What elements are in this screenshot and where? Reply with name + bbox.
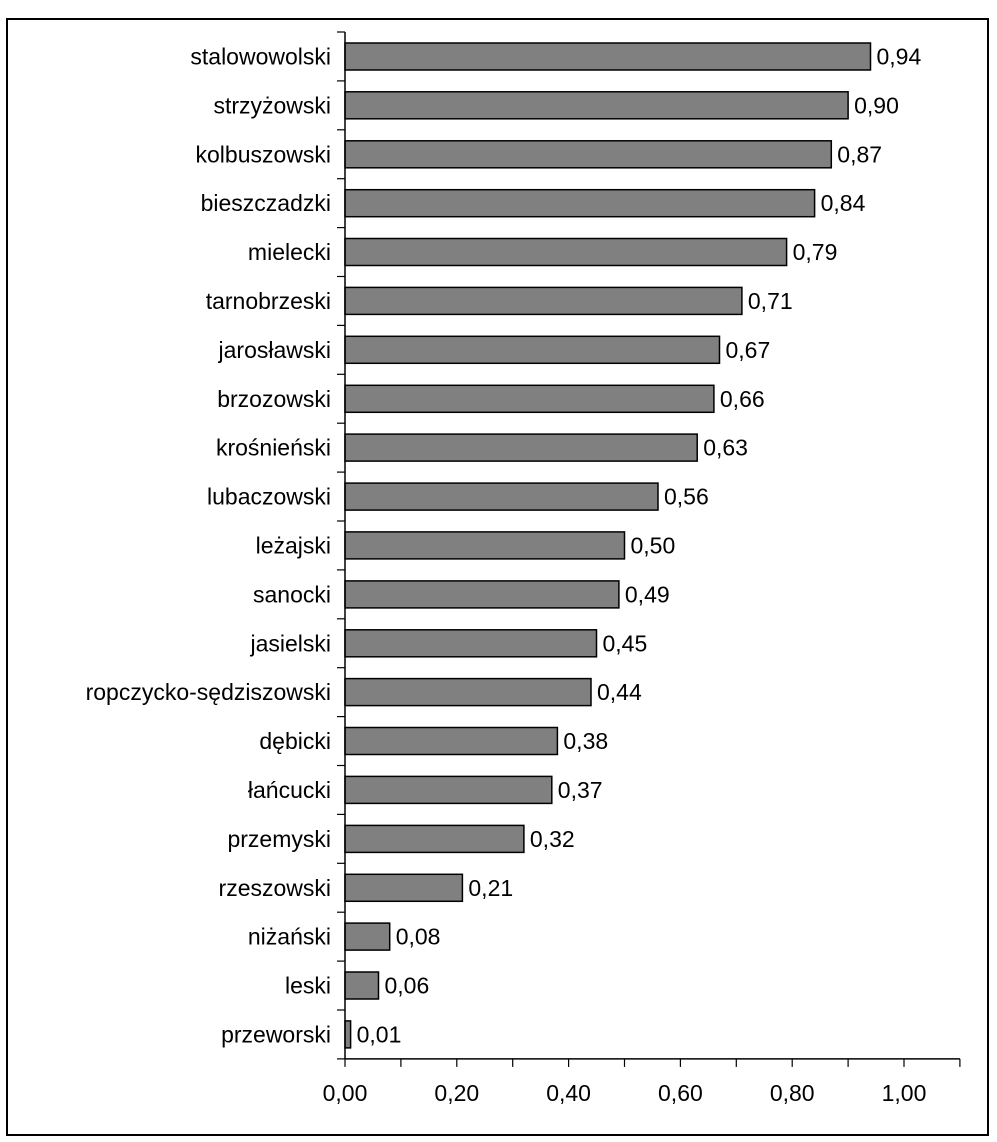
x-tick-label: 0,00	[323, 1080, 368, 1106]
x-tick-label: 0,40	[546, 1080, 591, 1106]
category-label: jasielski	[249, 630, 331, 656]
bar	[344, 335, 721, 365]
bar	[344, 824, 525, 854]
bar	[344, 482, 659, 511]
x-tick-label: 0,60	[658, 1080, 703, 1106]
category-label: lubaczowski	[207, 484, 331, 510]
value-label: 0,44	[597, 679, 642, 705]
bar	[344, 580, 620, 609]
value-label: 0,66	[720, 386, 765, 412]
value-label: 0,38	[563, 728, 608, 754]
value-label: 0,71	[748, 288, 793, 314]
bar	[344, 384, 715, 414]
category-label: sanocki	[253, 581, 331, 607]
category-label: leski	[285, 973, 331, 999]
bar	[344, 91, 849, 120]
category-label: strzyżowski	[213, 92, 331, 118]
bar	[344, 42, 872, 71]
x-tick-label: 0,20	[434, 1080, 479, 1106]
bar	[344, 971, 380, 1000]
value-label: 0,67	[726, 337, 771, 363]
category-label: kolbuszowski	[196, 141, 332, 167]
category-label: rzeszowski	[219, 875, 331, 901]
category-label: leżajski	[256, 532, 331, 558]
bar	[344, 531, 626, 560]
value-label: 0,49	[625, 581, 670, 607]
value-label: 0,37	[558, 777, 603, 803]
category-label: przeworski	[221, 1021, 331, 1047]
bar	[344, 677, 592, 707]
value-label: 0,50	[631, 532, 676, 558]
bar	[344, 286, 743, 316]
value-label: 0,84	[821, 190, 866, 216]
bar	[344, 237, 788, 267]
value-label: 0,63	[703, 435, 748, 461]
category-label: przemyski	[227, 826, 331, 852]
bars-group	[344, 42, 872, 1049]
value-label: 0,56	[664, 484, 709, 510]
labels-group: stalowowolski 0,94 strzyżowski 0,90 kolbuszo…	[86, 44, 927, 1106]
category-label: łańcucki	[248, 777, 331, 803]
value-label: 0,90	[854, 92, 899, 118]
value-label: 0,08	[396, 924, 441, 950]
bar	[344, 140, 833, 169]
value-label: 0,06	[385, 973, 430, 999]
category-label: niżański	[248, 924, 331, 950]
value-label: 0,94	[877, 44, 922, 70]
bar	[344, 1020, 352, 1049]
value-label: 0,79	[793, 239, 838, 265]
x-tick-label: 1,00	[882, 1080, 927, 1106]
category-label: tarnobrzeski	[206, 288, 331, 314]
category-label: krośnieński	[216, 435, 331, 461]
value-label: 0,01	[357, 1021, 402, 1047]
bar	[344, 629, 598, 658]
bar	[344, 922, 391, 951]
value-label: 0,32	[530, 826, 575, 852]
category-label: brzozowski	[217, 386, 331, 412]
bar	[344, 433, 698, 462]
category-label: ropczycko-sędziszowski	[86, 679, 331, 705]
value-label: 0,45	[603, 630, 648, 656]
axes-group	[337, 31, 961, 1067]
x-tick-label: 0,80	[770, 1080, 815, 1106]
bar	[344, 775, 553, 805]
category-label: mielecki	[248, 239, 331, 265]
bar	[344, 873, 464, 903]
bar	[344, 188, 816, 218]
category-label: jarosławski	[218, 337, 331, 363]
category-label: bieszczadzki	[201, 190, 331, 216]
value-label: 0,87	[837, 141, 882, 167]
category-label: dębicki	[259, 728, 331, 754]
category-label: stalowowolski	[190, 44, 331, 70]
bar	[344, 726, 559, 756]
chart-frame	[6, 18, 989, 1136]
value-label: 0,21	[468, 875, 513, 901]
